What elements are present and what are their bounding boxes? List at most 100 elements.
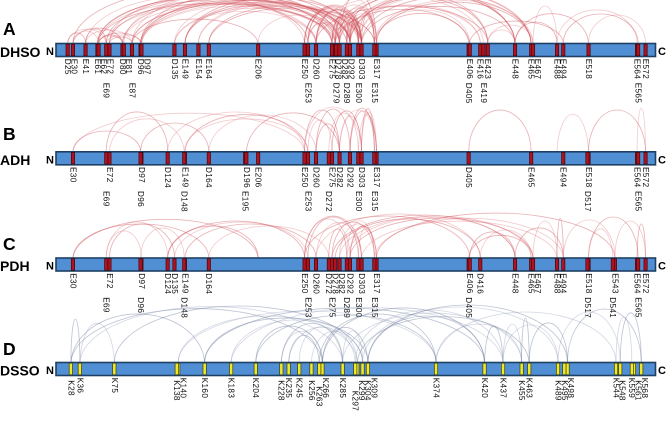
svg-text:E275: E275 [327, 297, 336, 318]
svg-text:E572: E572 [641, 167, 650, 188]
svg-text:K28: K28 [66, 380, 75, 396]
svg-text:K297: K297 [351, 391, 360, 412]
svg-text:C: C [658, 261, 666, 273]
svg-text:K183: K183 [227, 378, 236, 399]
svg-text:K544: K544 [611, 378, 620, 399]
svg-text:D96: D96 [136, 297, 145, 313]
svg-text:E250: E250 [300, 167, 309, 188]
svg-text:N: N [46, 261, 54, 273]
svg-text:K256: K256 [307, 380, 316, 401]
svg-text:E406: E406 [465, 273, 474, 294]
svg-text:E494: E494 [559, 167, 568, 188]
svg-text:D124: D124 [163, 273, 172, 294]
svg-text:E61: E61 [93, 59, 102, 75]
svg-text:K263: K263 [315, 386, 324, 407]
svg-text:D517: D517 [583, 191, 592, 212]
svg-text:N: N [46, 365, 54, 377]
svg-text:C: C [658, 46, 666, 58]
svg-text:D97: D97 [137, 273, 146, 289]
svg-text:K160: K160 [200, 378, 209, 399]
svg-text:D278: D278 [331, 273, 340, 294]
svg-text:D405: D405 [464, 83, 473, 104]
svg-text:D303: D303 [357, 273, 366, 294]
svg-text:K495: K495 [560, 380, 569, 401]
svg-text:E315: E315 [370, 297, 379, 318]
svg-text:E253: E253 [303, 191, 312, 212]
svg-text:E564: E564 [633, 167, 642, 188]
svg-text:K75: K75 [110, 378, 119, 394]
svg-text:E419: E419 [479, 83, 488, 104]
svg-text:E62: E62 [99, 59, 108, 75]
svg-text:E250: E250 [300, 273, 309, 294]
svg-text:E565: E565 [634, 83, 643, 104]
svg-text:E72: E72 [106, 59, 115, 75]
svg-text:D124: D124 [163, 167, 172, 188]
svg-text:E467: E467 [533, 273, 542, 294]
svg-text:E494: E494 [559, 59, 568, 80]
svg-text:D517: D517 [583, 297, 592, 318]
svg-text:K36: K36 [75, 378, 84, 394]
svg-text:E564: E564 [633, 273, 642, 294]
svg-text:N: N [46, 154, 54, 166]
svg-text:E81: E81 [124, 59, 133, 75]
svg-text:E565: E565 [634, 297, 643, 318]
svg-text:D97: D97 [142, 59, 151, 75]
svg-text:E565: E565 [634, 191, 643, 212]
svg-text:D96: D96 [136, 191, 145, 207]
svg-text:D196: D196 [242, 167, 251, 188]
svg-text:D148: D148 [180, 191, 189, 212]
svg-text:D260: D260 [311, 59, 320, 80]
svg-text:E154: E154 [194, 59, 203, 80]
svg-text:E253: E253 [303, 297, 312, 318]
svg-text:D148: D148 [180, 297, 189, 318]
svg-text:C: C [3, 234, 16, 254]
svg-text:E572: E572 [641, 273, 650, 294]
svg-text:E250: E250 [300, 59, 309, 80]
svg-text:E300: E300 [354, 83, 363, 104]
svg-text:E488: E488 [552, 59, 561, 80]
svg-text:D303: D303 [357, 167, 366, 188]
svg-text:D289: D289 [342, 83, 351, 104]
svg-text:D25: D25 [63, 59, 72, 75]
svg-text:E275: E275 [327, 59, 336, 80]
svg-text:D260: D260 [311, 167, 320, 188]
svg-text:E149: E149 [180, 273, 189, 294]
svg-text:K245: K245 [295, 378, 304, 399]
svg-text:K138: K138 [172, 380, 181, 401]
svg-text:K559: K559 [627, 378, 636, 399]
svg-text:E72: E72 [105, 273, 114, 289]
svg-text:E30: E30 [68, 167, 77, 183]
svg-text:C: C [658, 365, 666, 377]
svg-text:K235: K235 [284, 378, 293, 399]
svg-text:E87: E87 [127, 83, 136, 99]
svg-text:D272: D272 [324, 191, 333, 212]
svg-text:C: C [658, 154, 666, 166]
svg-text:K463: K463 [525, 378, 534, 399]
svg-text:A: A [3, 19, 16, 39]
svg-text:K437: K437 [498, 378, 507, 399]
svg-text:D: D [3, 339, 16, 359]
svg-text:E488: E488 [552, 273, 561, 294]
svg-text:D292: D292 [345, 273, 354, 294]
svg-text:D164: D164 [204, 273, 213, 294]
svg-text:ADH: ADH [0, 152, 30, 168]
svg-text:E164: E164 [204, 59, 213, 80]
svg-text:K498: K498 [566, 378, 575, 399]
svg-text:D96: D96 [136, 59, 145, 75]
svg-text:D135: D135 [170, 59, 179, 80]
svg-text:E315: E315 [370, 191, 379, 212]
svg-text:K309: K309 [370, 378, 379, 399]
svg-text:K204: K204 [251, 378, 260, 399]
svg-text:E206: E206 [254, 167, 263, 188]
svg-text:E494: E494 [559, 273, 568, 294]
svg-text:K455: K455 [517, 380, 526, 401]
svg-text:K285: K285 [338, 378, 347, 399]
svg-text:E149: E149 [180, 59, 189, 80]
svg-text:E465: E465 [527, 59, 536, 80]
svg-text:E315: E315 [370, 83, 379, 104]
svg-text:E206: E206 [254, 59, 263, 80]
svg-text:D135: D135 [170, 273, 179, 294]
svg-text:K140: K140 [179, 378, 188, 399]
svg-text:E448: E448 [510, 273, 519, 294]
svg-text:DHSO: DHSO [0, 44, 41, 60]
